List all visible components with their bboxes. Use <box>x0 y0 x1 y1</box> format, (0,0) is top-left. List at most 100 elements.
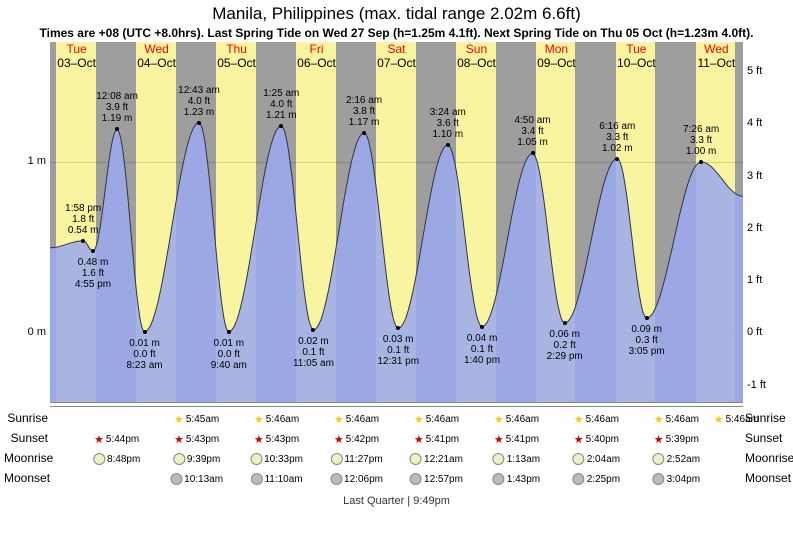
extreme-point <box>563 321 567 325</box>
moonset-cell: 12:06pm <box>330 473 383 485</box>
moonset-cell: 10:13am <box>170 473 223 485</box>
sunrise-cell: ★5:46am <box>494 413 539 426</box>
time-text: 5:46am <box>586 414 619 425</box>
time-text: 5:43pm <box>266 434 299 445</box>
moonrise-cell: 10:33pm <box>250 453 303 465</box>
extreme-label: 0.01 m0.0 ft8:23 am <box>126 338 162 371</box>
day-header: Fri06–Oct <box>277 42 357 70</box>
moonset-cell: 2:25pm <box>573 473 620 485</box>
moon-icon <box>250 453 262 465</box>
star-icon: ★ <box>414 433 424 446</box>
star-icon: ★ <box>714 413 724 426</box>
time-text: 10:33pm <box>264 454 303 465</box>
sunrise-cell: ★5:45am <box>174 413 219 426</box>
day-header: Sat07–Oct <box>357 42 437 70</box>
sunset-cell: ★5:41pm <box>494 433 539 446</box>
time-text: 5:46am <box>506 414 539 425</box>
time-text: 5:41pm <box>506 434 539 445</box>
star-icon: ★ <box>654 433 664 446</box>
moonrise-cell: 1:13am <box>493 453 540 465</box>
time-text: 5:46am <box>346 414 379 425</box>
star-icon: ★ <box>414 413 424 426</box>
extreme-point <box>480 325 484 329</box>
moonrise-cell: 12:21am <box>410 453 463 465</box>
sunrise-cell: ★5:46am <box>714 413 759 426</box>
extreme-label: 6:16 am3.3 ft1.02 m <box>599 121 635 154</box>
extreme-label: 1:25 am4.0 ft1.21 m <box>263 88 299 121</box>
extreme-label: 1:58 pm1.8 ft0.54 m <box>65 203 101 236</box>
footer-row-label: Moonrise <box>745 451 789 465</box>
time-text: 11:27pm <box>344 454 382 465</box>
day-header: Wed11–Oct <box>676 42 756 70</box>
time-text: 9:39pm <box>187 454 220 465</box>
extreme-label: 0.03 m0.1 ft12:31 pm <box>377 334 419 367</box>
extreme-label: 0.04 m0.1 ft1:40 pm <box>464 333 500 366</box>
star-icon: ★ <box>574 433 584 446</box>
moon-icon <box>330 453 342 465</box>
y-axis-left: 0 m 1 m <box>6 42 46 402</box>
star-icon: ★ <box>254 433 264 446</box>
time-text: 5:46am <box>726 414 759 425</box>
day-header: Tue03–Oct <box>37 42 117 70</box>
extreme-label: 7:26 am3.3 ft1.00 m <box>683 124 719 157</box>
extreme-point <box>446 143 450 147</box>
moonset-cell: 12:57pm <box>410 473 463 485</box>
footer-row-label: Moonset <box>745 471 789 485</box>
time-text: 5:41pm <box>426 434 459 445</box>
time-text: 5:46am <box>266 414 299 425</box>
star-icon: ★ <box>654 413 664 426</box>
moonrise-cell: 8:48pm <box>93 453 140 465</box>
time-text: 12:21am <box>424 454 463 465</box>
extreme-label: 12:43 am4.0 ft1.23 m <box>178 85 220 118</box>
moon-icon <box>653 453 665 465</box>
y-tick-right: 3 ft <box>747 170 787 182</box>
y-tick-right: -1 ft <box>747 379 787 391</box>
moonrise-cell: 9:39pm <box>173 453 220 465</box>
moonrise-cell: 2:52am <box>653 453 700 465</box>
extreme-label: 0.09 m0.3 ft3:05 pm <box>629 324 665 357</box>
extreme-point <box>115 127 119 131</box>
extreme-point <box>311 328 315 332</box>
star-icon: ★ <box>174 433 184 446</box>
chart-subtitle: Times are +08 (UTC +8.0hrs). Last Spring… <box>0 26 793 40</box>
y-tick-right: 2 ft <box>747 222 787 234</box>
sunset-cell: ★5:43pm <box>254 433 299 446</box>
star-icon: ★ <box>574 413 584 426</box>
moon-icon <box>330 473 342 485</box>
moon-icon <box>653 473 665 485</box>
sun-moon-table: SunriseSunriseSunsetSunsetMoonriseMoonri… <box>50 406 743 525</box>
moonset-cell: 3:04pm <box>653 473 700 485</box>
time-text: 5:45am <box>186 414 219 425</box>
extreme-label: 0.01 m0.0 ft9:40 am <box>211 338 247 371</box>
plot-area: 1:58 pm1.8 ft0.54 m0.48 m1.6 ft4:55 pm12… <box>50 42 743 403</box>
time-text: 11:10am <box>264 474 302 485</box>
extreme-point <box>396 326 400 330</box>
time-text: 5:42pm <box>346 434 379 445</box>
star-icon: ★ <box>494 413 504 426</box>
star-icon: ★ <box>334 433 344 446</box>
chart-title: Manila, Philippines (max. tidal range 2.… <box>0 4 793 24</box>
time-text: 3:04pm <box>667 474 700 485</box>
extreme-point <box>645 316 649 320</box>
extreme-point <box>531 151 535 155</box>
day-header: Thu05–Oct <box>197 42 277 70</box>
moonrise-cell: 2:04am <box>573 453 620 465</box>
extreme-point <box>615 157 619 161</box>
extreme-point <box>81 239 85 243</box>
star-icon: ★ <box>254 413 264 426</box>
time-text: 5:43pm <box>186 434 219 445</box>
time-text: 2:25pm <box>587 474 620 485</box>
time-text: 12:57pm <box>424 474 463 485</box>
time-text: 12:06pm <box>344 474 383 485</box>
y-tick-right: 4 ft <box>747 117 787 129</box>
extreme-label: 12:08 am3.9 ft1.19 m <box>96 91 138 124</box>
moon-icon <box>250 473 262 485</box>
time-text: 2:04am <box>587 454 620 465</box>
sunset-cell: ★5:42pm <box>334 433 379 446</box>
y-tick-left: 0 m <box>6 326 46 338</box>
last-quarter-note: Last Quarter | 9:49pm <box>50 495 743 507</box>
sunrise-cell: ★5:46am <box>574 413 619 426</box>
sunset-cell: ★5:39pm <box>654 433 699 446</box>
day-header: Wed04–Oct <box>117 42 197 70</box>
sunset-cell: ★5:41pm <box>414 433 459 446</box>
